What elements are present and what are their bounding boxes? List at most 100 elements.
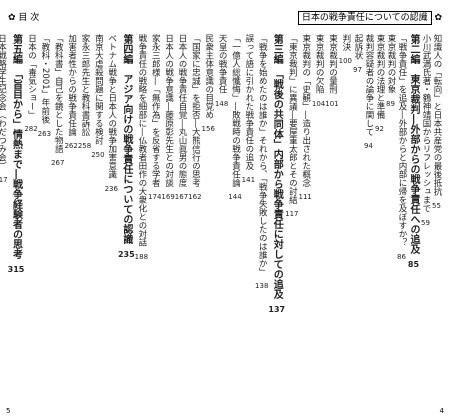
entry-title: 判決	[340, 34, 351, 51]
toc-entry: 家永三郎様―「無作為」を反省する学者 174	[148, 34, 161, 394]
entry-title: 「東京裁判」に異議―要屋重太郎とその討結	[287, 34, 298, 204]
entry-title: 起訴状	[353, 34, 363, 60]
entry-title: 戦争責任の戦略を細部に―仏教者田作の大衆化との対話	[136, 34, 147, 247]
toc-entry: 「東京裁判」に異議―要屋重太郎とその討結 117	[285, 34, 298, 394]
toc-entry: 起訴状 97	[352, 34, 363, 394]
entry-page: 188	[134, 252, 149, 261]
entry-title: 知識人の「転向」と日本共産党の最後抵抗	[432, 34, 442, 196]
toc-entry: 判決 100	[339, 34, 352, 394]
entry-title: ベトナム戦争と日本人の戦争加害意識	[106, 34, 117, 179]
toc-entry: 知識人の「転向」と日本共産党の最後抵抗 55	[431, 34, 442, 394]
entry-title: 日本人の戦争責任自覚―丸山眞男の態度	[176, 34, 187, 187]
toc-entry: 「教科・2001」年前後 263	[38, 34, 51, 394]
toc-entry: 誤って語に引かれた戦争責任の追及 141	[242, 34, 255, 394]
toc-entry: 「教科書」自己を鏡とした物語 267	[51, 34, 64, 394]
entry-title: 天皇の戦争責任	[217, 34, 228, 94]
entry-page: 282	[24, 125, 38, 133]
toc-entry: 小川武満氏著・鶴神靖国からリフレッシュまで 59	[420, 34, 431, 394]
entry-page: 162	[188, 193, 202, 201]
entry-title: 加害者性からの戦争責任論	[66, 34, 77, 136]
toc-entry: 東京裁判の対象 89	[385, 34, 396, 394]
toc-entry: 家永三郎先生と教科書訴訟 258	[78, 34, 91, 394]
toc-entry: 日本人の戦争意識―藤原彰先生との対談 169	[161, 34, 174, 394]
part-entry: 第五編 「旨目から」情熱まで―戦争経験者の思考 315	[8, 34, 25, 394]
entry-page: 167	[174, 193, 189, 201]
entry-page: 55	[432, 201, 441, 210]
toc-entry: 民衆主体意識の目覚め 156	[202, 34, 215, 394]
entry-page: 169	[161, 193, 175, 201]
toc-entry: 日本戦略学生記念会（わだつみ会） 317	[0, 34, 8, 394]
entry-page: 92	[375, 125, 384, 133]
toc-entry: 東京裁判の量刑 101	[325, 34, 338, 394]
toc-entry: ベトナム戦争と日本人の戦争加害意識 236	[105, 34, 118, 394]
part-entry: 第二編 東京裁判―外部からの戦争責任への追及 85	[407, 34, 420, 394]
toc-entry: 「戦争責任」を追及―外部からと内部に帰を及ぼすか？ 86	[396, 34, 407, 394]
part-entry: 第四編 アジア向けの戦争責任についての認識 235	[118, 34, 135, 394]
toc-entry: 南京大虐殺問題に関する検討 250	[91, 34, 104, 394]
entry-page: 262	[64, 142, 78, 150]
page-number: 5	[6, 407, 11, 415]
toc-entry: 東京裁判の「史観」―造り出された概念 111	[299, 34, 312, 394]
toc-entry: 「戦争を始めたのは誰か」それから、「戦争失敗したのは誰か」 138	[255, 34, 268, 394]
toc-entry: 東京裁判の欠陥 104	[312, 34, 325, 394]
entry-title: 南京大虐殺問題に関する検討	[93, 34, 104, 145]
toc-entry: 日本の「毒気ショー」 282	[24, 34, 37, 394]
entry-title: 日本人の戦争意識―藤原彰先生との対談	[163, 34, 174, 187]
entry-title: 誤って語に引かれた戦争責任の追及	[243, 34, 254, 170]
toc: 知識人の「転向」と日本共産党の最後抵抗 55 小川武満氏著・鶴神靖国からリフレッシュ…	[0, 34, 442, 394]
entry-page: 317	[0, 176, 8, 184]
book-title: 日本の戦争責任についての認識	[297, 11, 432, 25]
toc-entry: 裁判容疑者の論争に関して 94	[363, 34, 374, 394]
toc-entry: 日本人の戦争責任自覚―丸山眞男の態度 167	[175, 34, 188, 394]
entry-title: 「教科書」自己を鏡とした物語	[53, 34, 64, 153]
header-right: 日本の戦争責任についての認識 ✿	[297, 10, 442, 25]
entry-page: 94	[364, 142, 373, 150]
entry-title: 東京裁判の対象	[386, 34, 396, 94]
entry-title: 東京裁判の量刑	[327, 34, 338, 94]
entry-page: 111	[298, 193, 312, 201]
toc-entry: 戦争責任の戦略を細部に―仏教者田作の大衆化との対話 188	[135, 34, 148, 394]
entry-page: 156	[201, 125, 215, 133]
entry-title: 小川武満氏著・鶴神靖国からリフレッシュまで	[421, 34, 431, 213]
entry-page: 267	[51, 159, 65, 167]
entry-title: 「国家に忠誠」を拒否―大熊信行の思考	[190, 34, 201, 187]
entry-title: 第三編 「戦後の共同体」内部から戦争責任に対しての追及	[271, 34, 283, 299]
entry-page: 137	[268, 305, 286, 314]
entry-title: 「教科・2001」年前後	[39, 34, 50, 124]
entry-page: 148	[214, 99, 229, 108]
entry-page: 86	[397, 252, 406, 261]
entry-page: 117	[285, 210, 299, 218]
entry-page: 144	[228, 193, 242, 201]
entry-page: 59	[421, 218, 430, 227]
entry-title: 日本の「毒気ショー」	[26, 34, 37, 119]
entry-title: 第二編 東京裁判―外部からの戦争責任への追及	[408, 34, 419, 254]
entry-title: 「一億人総懺悔」―敗戦時の戦争責任論	[230, 34, 241, 187]
entry-page: 101	[325, 99, 339, 108]
toc-entry: 「国家に忠誠」を拒否―大熊信行の思考 162	[188, 34, 201, 394]
entry-title: 「戦争責任」を追及―外部からと内部に帰を及ぼすか？	[397, 34, 407, 247]
toc-entry: 加害者性からの戦争責任論 262	[64, 34, 77, 394]
entry-title: 日本戦略学生記念会（わだつみ会）	[0, 34, 7, 170]
entry-page: 174	[148, 193, 162, 201]
entry-page: 141	[241, 176, 256, 184]
entry-page: 85	[407, 260, 420, 269]
entry-title: 第五編 「旨目から」情熱まで―戦争経験者の思考	[10, 34, 22, 259]
entry-page: 235	[117, 250, 135, 259]
page-number: 4	[439, 407, 444, 415]
toc-entry: 天皇の戦争責任 148	[215, 34, 228, 394]
toc-title: 目 次	[18, 13, 40, 23]
entry-page: 89	[386, 99, 395, 108]
entry-title: 裁判容疑者の論争に関して	[364, 34, 374, 136]
entry-page: 258	[77, 142, 92, 150]
entry-title: 「戦争を始めたのは誰か」それから、「戦争失敗したのは誰か」	[257, 34, 268, 277]
entry-page: 250	[91, 150, 105, 159]
part-entry: 第三編 「戦後の共同体」内部から戦争責任に対しての追及 137	[268, 34, 285, 394]
entry-page: 138	[255, 282, 269, 291]
header-left: ✿ 目 次	[8, 13, 40, 23]
entry-title: 家永三郎様―「無作為」を反省する学者	[150, 34, 161, 187]
entry-title: 東京裁判の「史観」―造り出された概念	[300, 34, 311, 187]
entry-page: 236	[104, 184, 118, 193]
entry-page: 97	[353, 65, 362, 74]
entry-page: 263	[37, 129, 52, 138]
